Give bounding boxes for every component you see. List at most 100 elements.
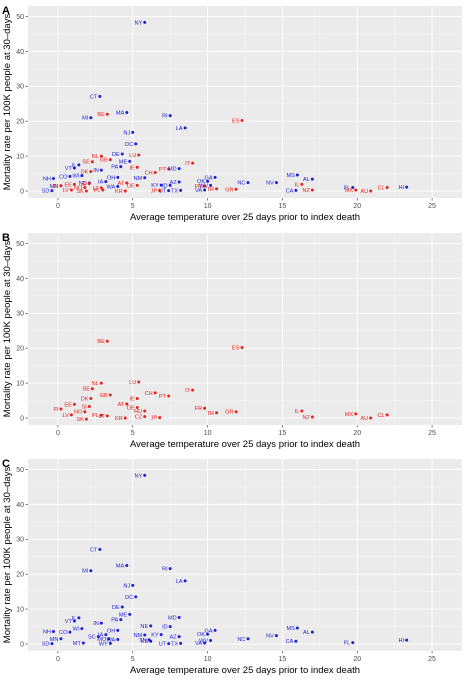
data-point — [351, 641, 355, 645]
point-label: IT — [185, 161, 191, 167]
data-point — [158, 189, 162, 193]
data-point — [177, 167, 181, 171]
point-label: FI — [53, 184, 58, 190]
data-point — [98, 547, 102, 551]
data-point — [68, 174, 72, 178]
point-label: NH — [43, 629, 51, 635]
data-point — [351, 186, 355, 190]
data-point — [300, 182, 304, 186]
point-label: NY — [134, 20, 142, 26]
data-point — [179, 641, 183, 645]
point-label: NM — [134, 633, 143, 639]
data-point — [158, 416, 162, 420]
point-label: GB — [100, 158, 108, 164]
point-label: PL — [93, 188, 100, 194]
data-point — [51, 176, 55, 180]
point-label: ME — [119, 612, 128, 618]
point-label: MD — [168, 167, 177, 173]
point-label: TR — [207, 411, 214, 417]
point-label: NE — [140, 624, 148, 630]
point-label: FR — [195, 406, 202, 412]
data-point — [125, 181, 129, 185]
data-point — [177, 635, 181, 639]
point-label: SI — [82, 182, 88, 188]
data-point — [168, 114, 172, 118]
point-label: KS — [141, 639, 149, 645]
x-tick-label: 25 — [428, 203, 436, 210]
point-label: MT — [73, 641, 82, 647]
point-label: HI — [399, 638, 405, 644]
data-point — [83, 410, 87, 414]
y-tick-label: 10 — [16, 154, 24, 161]
data-point — [215, 187, 219, 191]
data-point — [213, 175, 217, 179]
x-tick-label: 25 — [428, 430, 436, 437]
data-point — [128, 159, 132, 163]
y-tick-label: 50 — [16, 467, 24, 474]
data-point — [96, 635, 100, 639]
data-point — [116, 175, 120, 179]
point-label: JP — [151, 416, 158, 422]
point-label: DE — [127, 406, 135, 412]
data-point — [167, 189, 171, 193]
point-label: GA — [204, 628, 212, 634]
point-label: IA — [98, 180, 104, 186]
point-label: NO — [74, 410, 83, 416]
y-tick-label: 50 — [16, 241, 24, 248]
point-label: MD — [168, 615, 177, 621]
point-label: NC — [237, 181, 245, 187]
data-point — [81, 641, 85, 645]
data-point — [137, 380, 141, 384]
point-label: PA — [111, 618, 118, 624]
data-point — [354, 188, 358, 192]
data-point — [84, 189, 88, 193]
data-point — [246, 637, 250, 641]
data-point — [104, 180, 108, 184]
point-label: LV — [62, 188, 69, 194]
x-tick-label: 5 — [131, 203, 135, 210]
data-point — [153, 391, 157, 395]
data-point — [131, 130, 135, 134]
point-label: TN — [139, 638, 146, 644]
data-point — [168, 183, 172, 187]
point-label: AU — [360, 416, 368, 422]
data-point — [135, 183, 139, 187]
x-tick-label: 0 — [56, 430, 60, 437]
data-point — [385, 413, 389, 417]
data-point — [159, 633, 163, 637]
point-label: MS — [286, 173, 295, 179]
data-point — [119, 165, 123, 169]
point-label: RI — [162, 567, 168, 573]
data-point — [369, 189, 373, 193]
point-label: WV — [199, 183, 208, 189]
point-label: LU — [129, 153, 136, 159]
data-point — [149, 639, 153, 643]
data-point — [234, 187, 238, 191]
panel-letter: C — [2, 458, 10, 470]
y-tick-label: 50 — [16, 14, 24, 21]
data-point — [131, 583, 135, 587]
x-tick-label: 10 — [204, 430, 212, 437]
data-point — [87, 404, 91, 408]
data-point — [50, 189, 54, 193]
point-label: LT — [93, 186, 100, 192]
y-tick-label: 20 — [16, 572, 24, 579]
point-label: MI — [82, 116, 89, 122]
data-point — [72, 182, 76, 186]
x-tick-label: 10 — [204, 203, 212, 210]
x-tick-label: 25 — [428, 656, 436, 663]
data-point — [116, 628, 120, 632]
data-point — [105, 414, 109, 418]
data-point — [295, 173, 299, 177]
data-point — [69, 413, 73, 417]
point-label: MN — [50, 637, 59, 643]
point-label: MS — [286, 626, 295, 632]
point-label: GB — [100, 393, 108, 399]
data-point — [87, 182, 91, 186]
point-label: EE — [64, 182, 72, 188]
data-point — [107, 637, 111, 641]
point-label: ME — [119, 159, 128, 165]
data-point — [213, 628, 217, 632]
data-point — [84, 417, 88, 421]
